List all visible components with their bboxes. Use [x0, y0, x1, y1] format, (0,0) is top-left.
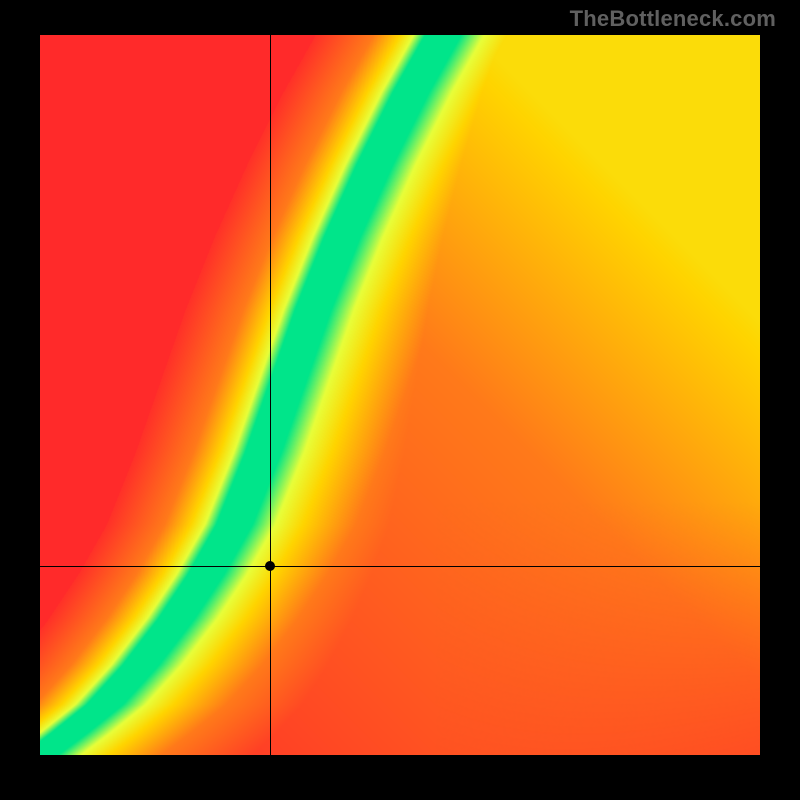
heatmap-canvas [40, 35, 760, 755]
figure-container: TheBottleneck.com [0, 0, 800, 800]
source-watermark: TheBottleneck.com [570, 6, 776, 32]
heatmap-plot [40, 35, 760, 755]
